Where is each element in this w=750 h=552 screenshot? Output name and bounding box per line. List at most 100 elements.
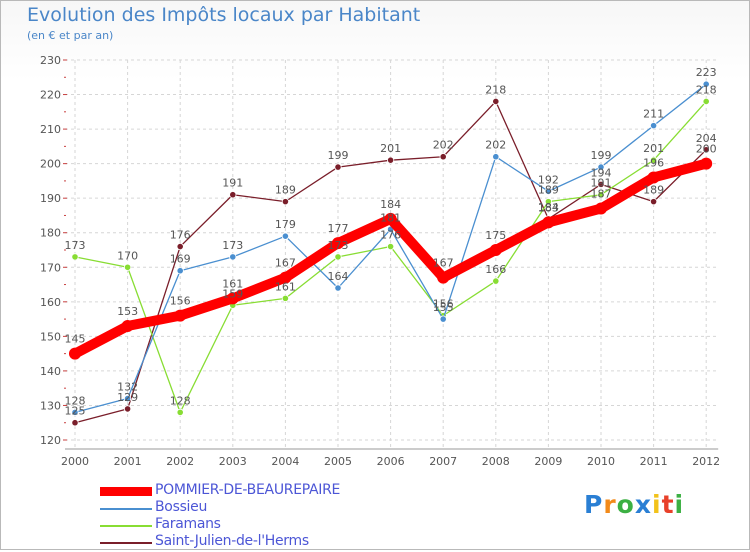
- y-tick-label-130: 130: [40, 399, 61, 412]
- point-faramans-2008: [492, 277, 500, 285]
- x-tick-label-2000: 2000: [61, 455, 89, 468]
- data-label-bossieu-2006: 181: [380, 211, 401, 224]
- logo-letter: i: [674, 490, 685, 519]
- series-group: [69, 80, 713, 427]
- chart-title: Evolution des Impôts locaux par Habitant: [27, 4, 421, 26]
- point-saint-julien-de-l-herms-2006: [386, 156, 395, 164]
- y-tick-label-180: 180: [40, 227, 61, 240]
- data-label-faramans-2006: 176: [380, 229, 401, 242]
- data-label-faramans-2004: 161: [275, 280, 296, 293]
- point-saint-julien-de-l-herms-2012: [702, 146, 710, 154]
- data-label-saint-julien-de-l-herms-2011: 189: [643, 184, 664, 197]
- data-labels: 125 129 176 191 189 199 201 202 218 184 194 189 204 1…: [65, 66, 717, 418]
- point-saint-julien-de-l-herms-2011: [649, 198, 658, 206]
- data-label-pommier-de-beaurepaire-2012: 200: [696, 143, 717, 156]
- data-label-faramans-2005: 173: [328, 239, 349, 252]
- point-pommier-de-beaurepaire-2011: [647, 171, 660, 184]
- point-faramans-2010: [597, 191, 605, 199]
- data-label-saint-julien-de-l-herms-2001: 129: [117, 391, 138, 404]
- data-label-pommier-de-beaurepaire-2000: 145: [65, 333, 86, 346]
- data-label-bossieu-2002: 169: [170, 253, 191, 266]
- point-bossieu-2004: [281, 232, 289, 240]
- data-label-bossieu-2009: 192: [538, 173, 559, 186]
- logo-letter: o: [616, 490, 635, 519]
- data-label-pommier-de-beaurepaire-2003: 161: [222, 277, 243, 290]
- data-label-bossieu-2005: 164: [328, 270, 349, 283]
- point-pommier-de-beaurepaire-2003: [226, 292, 239, 305]
- point-faramans-2002: [176, 408, 184, 416]
- x-tick-label-2009: 2009: [534, 455, 562, 468]
- y-tick-label-150: 150: [40, 330, 61, 343]
- data-label-faramans-2009: 189: [538, 184, 559, 197]
- x-tick-label-2012: 2012: [692, 455, 720, 468]
- point-pommier-de-beaurepaire-2005: [332, 237, 344, 250]
- y-tick-label-200: 200: [40, 158, 61, 171]
- point-pommier-de-beaurepaire-2001: [121, 320, 134, 332]
- data-label-bossieu-2011: 211: [643, 108, 664, 121]
- point-bossieu-2005: [334, 284, 342, 292]
- logo-letter: t: [661, 490, 675, 519]
- logo-letter: i: [652, 490, 662, 519]
- point-saint-julien-de-l-herms-2007: [439, 153, 447, 161]
- point-faramans-2006: [386, 242, 395, 251]
- data-label-bossieu-2010: 199: [591, 149, 612, 162]
- data-label-faramans-2000: 173: [65, 239, 86, 252]
- data-label-pommier-de-beaurepaire-2010: 187: [591, 188, 612, 201]
- data-label-pommier-de-beaurepaire-2007: 167: [433, 257, 454, 270]
- data-label-saint-julien-de-l-herms-2009: 184: [538, 201, 559, 214]
- grid: [65, 59, 719, 448]
- y-tick-label-120: 120: [40, 434, 61, 447]
- y-tick-label-230: 230: [40, 54, 61, 67]
- data-label-faramans-2008: 166: [485, 263, 506, 276]
- point-pommier-de-beaurepaire-2004: [279, 271, 292, 284]
- data-label-pommier-de-beaurepaire-2002: 156: [170, 295, 191, 308]
- point-bossieu-2008: [492, 153, 500, 161]
- point-bossieu-2010: [597, 163, 605, 171]
- x-tick-label-2004: 2004: [271, 455, 299, 468]
- data-label-saint-julien-de-l-herms-2007: 202: [433, 139, 454, 152]
- data-label-pommier-de-beaurepaire-2008: 175: [485, 229, 506, 242]
- data-label-pommier-de-beaurepaire-2011: 196: [643, 156, 664, 169]
- data-label-faramans-2002: 128: [170, 394, 191, 407]
- x-tick-label-2010: 2010: [587, 455, 615, 468]
- legend-label-saint-julien: Saint-Julien-de-l'Herms: [155, 533, 309, 549]
- point-saint-julien-de-l-herms-2001: [124, 405, 132, 413]
- x-tick-label-2005: 2005: [324, 455, 352, 468]
- data-label-pommier-de-beaurepaire-2004: 167: [275, 257, 296, 270]
- data-label-bossieu-2001: 132: [117, 381, 138, 394]
- data-label-saint-julien-de-l-herms-2002: 176: [170, 229, 191, 242]
- data-label-saint-julien-de-l-herms-2008: 218: [485, 83, 506, 96]
- point-saint-julien-de-l-herms-2008: [492, 97, 500, 106]
- legend-label-bossieu: Bossieu: [155, 499, 208, 515]
- data-label-faramans-2010: 191: [591, 177, 612, 190]
- point-faramans-2001: [124, 263, 132, 271]
- point-faramans-2000: [71, 253, 79, 261]
- legend-swatch-pommier: [100, 487, 152, 496]
- data-label-pommier-de-beaurepaire-2001: 153: [117, 305, 138, 318]
- logo-letter: r: [603, 490, 617, 519]
- point-bossieu-2003: [229, 253, 237, 261]
- point-saint-julien-de-l-herms-2002: [176, 242, 184, 251]
- x-tick-label-2003: 2003: [219, 455, 247, 468]
- y-tick-label-140: 140: [40, 365, 61, 378]
- data-label-saint-julien-de-l-herms-2010: 194: [591, 166, 612, 179]
- point-saint-julien-de-l-herms-2010: [597, 180, 605, 188]
- point-bossieu-2009: [544, 187, 553, 195]
- point-bossieu-2011: [649, 122, 658, 130]
- point-pommier-de-beaurepaire-2012: [700, 157, 713, 170]
- point-pommier-de-beaurepaire-2006: [384, 212, 397, 225]
- point-faramans-2012: [702, 97, 710, 106]
- data-label-saint-julien-de-l-herms-2003: 191: [222, 177, 243, 190]
- data-label-pommier-de-beaurepaire-2006: 184: [380, 198, 401, 211]
- point-saint-julien-de-l-herms-2003: [229, 191, 237, 199]
- point-saint-julien-de-l-herms-2000: [71, 419, 79, 427]
- axes: 120 130 140 150 160 170 180 190 200 210 220 230 2000…: [40, 54, 720, 468]
- chart-subtitle: (en € et par an): [27, 29, 114, 42]
- point-bossieu-2000: [71, 408, 79, 416]
- data-label-saint-julien-de-l-herms-2005: 199: [328, 149, 349, 162]
- point-faramans-2004: [281, 294, 289, 302]
- logo-letter: P: [584, 490, 604, 519]
- y-tick-label-190: 190: [40, 192, 61, 205]
